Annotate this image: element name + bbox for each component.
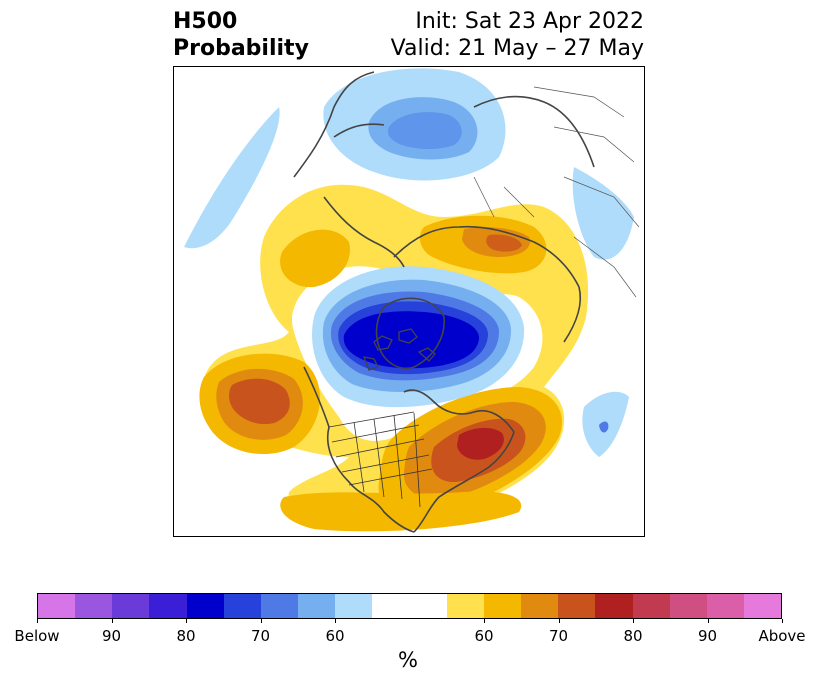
colorbar-segment (149, 594, 187, 618)
colorbar-tick-label: Above (758, 627, 806, 645)
colorbar-segment (706, 594, 744, 618)
colorbar-tick-label: Below (14, 627, 60, 645)
colorbar-tick-label: 90 (101, 627, 122, 645)
colorbar-tick-label: 80 (623, 627, 643, 645)
colorbar-tick-mark (782, 619, 783, 623)
shade-pacific-rust (229, 378, 290, 425)
colorbar-tick-mark (37, 619, 38, 623)
shade-south-band (280, 491, 522, 532)
title-probability: Probability (173, 36, 309, 61)
colorbar-tick-mark (186, 619, 187, 623)
colorbar-segment (446, 594, 484, 618)
colorbar-segment (743, 594, 782, 618)
colorbar-segment (521, 594, 559, 618)
colorbar-tick-label: 80 (176, 627, 196, 645)
colorbar-tick-label: 60 (325, 627, 345, 645)
shade-left-wedge (174, 287, 188, 317)
colorbar-tick-mark (484, 619, 485, 623)
colorbar-segment (75, 594, 113, 618)
colorbar-tick-mark (335, 619, 336, 623)
shade-eastus-red (457, 427, 504, 460)
colorbar-segment (409, 594, 447, 618)
probability-map (174, 68, 640, 533)
valid-range: Valid: 21 May – 27 May (390, 36, 644, 61)
colorbar-tick-mark (112, 619, 113, 623)
shade-europe-blue-75 (387, 112, 462, 150)
colorbar-segment (372, 594, 410, 618)
colorbar-segment (38, 594, 76, 618)
colorbar-tick-label: 70 (548, 627, 569, 645)
chart-title-right: Init: Sat 23 Apr 2022 Valid: 21 May – 27… (391, 8, 644, 62)
colorbar-segment (223, 594, 261, 618)
shade-pacific-blue (184, 107, 280, 249)
shade-canada-orange (280, 229, 350, 288)
colorbar-segment (186, 594, 224, 618)
colorbar-segment (335, 594, 373, 618)
eurasia-border-lines (473, 86, 640, 298)
colorbar-unit: % (398, 648, 418, 672)
colorbar-tick-label: 90 (697, 627, 718, 645)
map-panel (173, 66, 645, 537)
shade-siberia-rust (486, 234, 522, 252)
arctic-islands (362, 328, 436, 371)
title-h500: H500 (173, 9, 238, 34)
colorbar-tick-label: 70 (250, 627, 271, 645)
colorbar-segment (483, 594, 522, 618)
colorbar-segment (558, 594, 596, 618)
shade-atlantic-blue-70 (599, 421, 609, 433)
colorbar-segment (298, 594, 336, 618)
colorbar-tick-mark (708, 619, 709, 623)
shade-arctic-85 (343, 311, 480, 369)
colorbar-segment (669, 594, 707, 618)
colorbar-segment (260, 594, 299, 618)
colorbar-segment (112, 594, 150, 618)
colorbar-segment (595, 594, 633, 618)
colorbar (37, 593, 782, 619)
chart-title-left: H500 Probability (173, 8, 309, 62)
coastlines-outline (293, 71, 595, 533)
shade-asia-blue (572, 167, 634, 260)
init-date: Init: Sat 23 Apr 2022 (415, 9, 644, 34)
colorbar-tick-label: 60 (474, 627, 494, 645)
colorbar-segment (632, 594, 670, 618)
colorbar-tick-mark (559, 619, 560, 623)
colorbar-tick-mark (633, 619, 634, 623)
colorbar-tick-mark (261, 619, 262, 623)
us-state-lines (328, 411, 433, 508)
